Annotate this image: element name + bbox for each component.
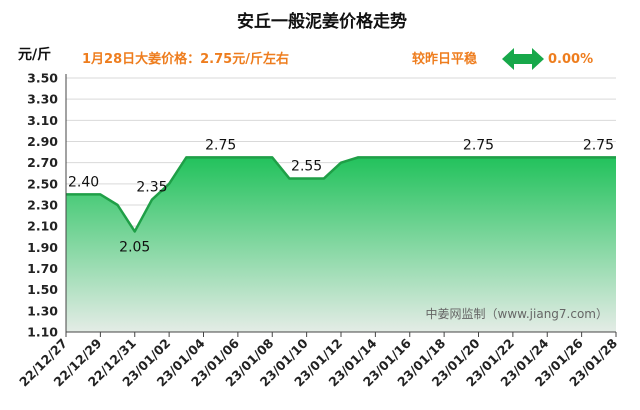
price-info: 1月28日大姜价格：2.75元/斤左右 <box>82 51 289 67</box>
y-tick-label: 1.50 <box>27 282 58 297</box>
y-axis: 1.10 1.30 1.50 1.70 1.90 2.10 2.30 2.50 2.70 2.90… <box>27 71 58 340</box>
data-label: 2.75 <box>463 137 494 153</box>
y-tick-label: 1.90 <box>27 240 58 255</box>
y-tick-label: 2.70 <box>27 155 58 170</box>
data-label: 2.40 <box>68 174 99 190</box>
price-line <box>66 156 616 233</box>
price-area <box>66 157 616 332</box>
y-tick-label: 3.50 <box>27 71 58 86</box>
data-label: 2.35 <box>136 180 167 196</box>
x-axis: 22/12/2722/12/2922/12/3123/01/0223/01/04… <box>16 332 620 389</box>
data-label: 2.75 <box>205 137 236 153</box>
y-tick-label: 2.10 <box>27 219 58 234</box>
y-tick-label: 1.30 <box>27 303 58 318</box>
watermark: 中姜网监制（www.jiang7.com） <box>426 306 608 321</box>
double-arrow-icon <box>502 48 544 70</box>
comparison-label: 较昨日平稳 <box>412 51 477 67</box>
data-label: 2.05 <box>119 239 150 255</box>
y-unit-label: 元/斤 <box>18 46 51 63</box>
y-tick-label: 3.30 <box>27 92 58 107</box>
y-tick-label: 3.10 <box>27 113 58 128</box>
data-label: 2.55 <box>291 159 322 175</box>
y-tick-label: 1.70 <box>27 261 58 276</box>
y-tick-label: 2.50 <box>27 176 58 191</box>
chart-title: 安丘一般泥姜价格走势 <box>237 11 407 32</box>
y-tick-label: 2.90 <box>27 134 58 149</box>
data-label: 2.75 <box>583 137 614 153</box>
comparison-value: 0.00% <box>548 52 593 67</box>
y-tick-label: 2.30 <box>27 198 58 213</box>
area-layer <box>66 156 616 332</box>
data-labels: 2.40 2.05 2.35 2.75 2.55 2.75 2.75 <box>68 137 614 255</box>
y-tick-label: 1.10 <box>27 325 58 340</box>
